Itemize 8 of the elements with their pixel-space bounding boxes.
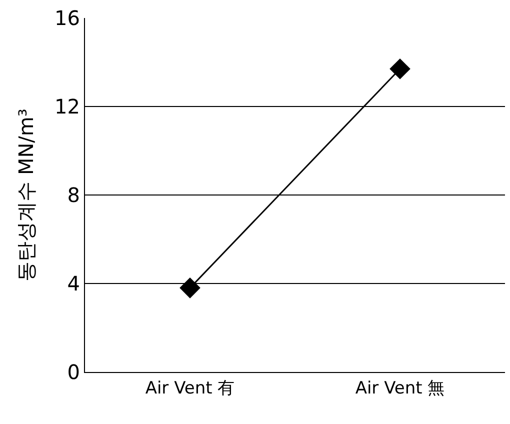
y-tick-label: 16 [54, 6, 80, 30]
y-tick-label: 8 [67, 183, 80, 207]
y-axis-title: 동탄성계수 MN/m³ [14, 108, 38, 282]
x-tick-label: Air Vent 無 [355, 378, 445, 398]
y-tick-label: 12 [54, 94, 80, 118]
y-tick-label: 4 [67, 272, 80, 296]
y-tick-label: 0 [67, 360, 80, 384]
x-tick-label: Air Vent 有 [145, 378, 235, 398]
